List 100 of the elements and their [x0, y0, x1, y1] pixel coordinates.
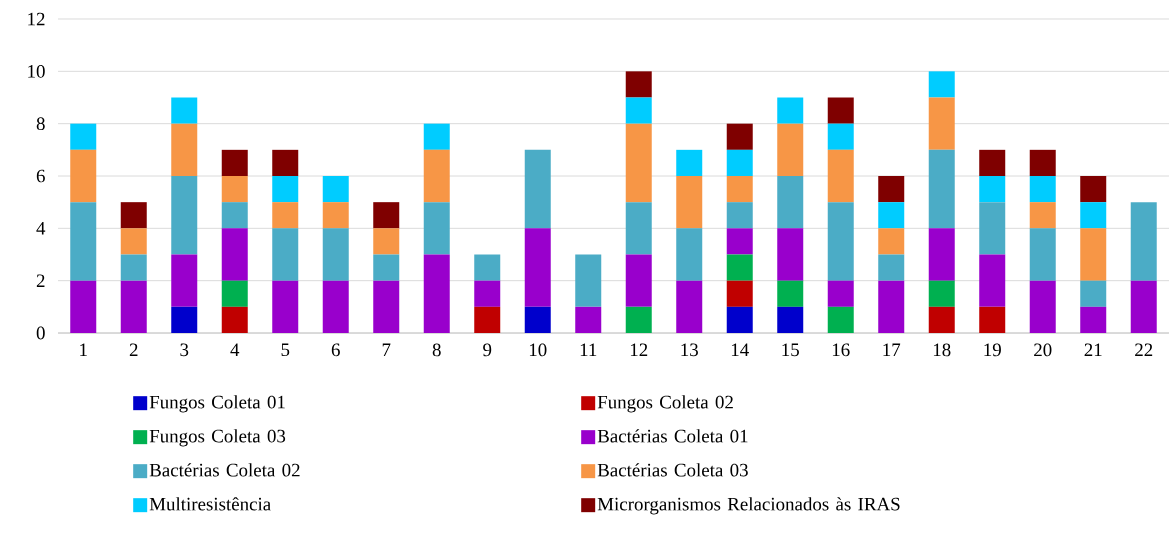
bar — [373, 228, 400, 255]
bar — [524, 228, 551, 307]
bar — [221, 228, 248, 281]
bar — [524, 149, 551, 229]
bar — [726, 123, 753, 150]
bar — [928, 280, 955, 307]
bar — [928, 71, 955, 98]
legend-label: Bactérias Coleta 03 — [597, 463, 748, 477]
bar — [777, 123, 804, 176]
bar — [777, 306, 804, 333]
bar — [322, 176, 349, 203]
bar — [827, 149, 854, 203]
x-tick-label: 4 — [230, 343, 240, 356]
bar — [1080, 228, 1107, 281]
bar — [1080, 306, 1107, 333]
bar — [777, 176, 804, 229]
bar — [272, 176, 299, 203]
bar — [171, 254, 198, 307]
bar — [625, 123, 652, 203]
bar — [221, 176, 248, 203]
bar — [221, 149, 248, 176]
bar — [70, 149, 97, 203]
bar — [1080, 202, 1107, 229]
bar — [979, 176, 1006, 203]
bar — [726, 306, 753, 333]
bar — [70, 123, 97, 150]
bar — [928, 306, 955, 333]
bar — [1029, 280, 1056, 333]
bar — [70, 202, 97, 281]
bar — [120, 254, 147, 281]
bar — [120, 280, 147, 333]
bar — [777, 228, 804, 281]
legend-label: Fungos Coleta 03 — [149, 429, 286, 447]
x-tick-label: 9 — [483, 343, 492, 357]
x-tick-label: 19 — [984, 343, 1001, 357]
bar — [625, 97, 652, 124]
bar — [878, 176, 905, 203]
bar — [928, 97, 955, 150]
bar — [272, 228, 299, 281]
bar — [928, 149, 955, 229]
y-tick-label: 12 — [28, 12, 45, 26]
bar — [575, 254, 602, 307]
bar — [272, 202, 299, 229]
x-tick-label: 7 — [382, 343, 391, 356]
bar — [575, 306, 602, 333]
bar — [726, 202, 753, 229]
bar — [70, 280, 97, 333]
legend-label: Bactérias Coleta 02 — [149, 463, 300, 477]
bar — [827, 280, 854, 307]
bar — [1029, 149, 1056, 176]
x-tick-label: 18 — [933, 343, 951, 357]
x-tick-label: 5 — [281, 343, 290, 357]
x-tick-label: 15 — [782, 343, 799, 357]
x-tick-label: 6 — [331, 343, 340, 357]
bar — [524, 306, 551, 333]
x-tick-label: 2 — [129, 343, 138, 357]
bar — [777, 97, 804, 124]
bar — [322, 202, 349, 229]
y-tick-label: 10 — [28, 64, 45, 78]
bar — [726, 176, 753, 203]
x-tick-label: 17 — [883, 343, 901, 357]
y-tick-label: 4 — [36, 222, 46, 235]
bar — [373, 280, 400, 333]
legend-label: Microrganismos Relacionados às IRAS — [597, 497, 900, 515]
legend-label: Multiresistência — [149, 497, 271, 511]
bar — [120, 202, 147, 229]
bar — [625, 306, 652, 333]
y-tick-label: 8 — [36, 117, 45, 131]
y-tick-label: 0 — [36, 326, 45, 340]
bar — [373, 254, 400, 281]
bar — [1080, 280, 1107, 307]
x-tick-label: 13 — [681, 343, 698, 357]
bar — [878, 228, 905, 255]
x-tick-label: 8 — [432, 343, 441, 357]
bar — [676, 280, 703, 333]
bar — [1029, 176, 1056, 203]
x-tick-label: 3 — [180, 343, 189, 357]
bar — [474, 306, 501, 333]
bar — [979, 306, 1006, 333]
bar — [979, 254, 1006, 307]
bar — [625, 254, 652, 307]
bar — [878, 280, 905, 333]
bar — [676, 176, 703, 229]
bar — [221, 280, 248, 307]
x-tick-label: 11 — [580, 343, 597, 357]
bar — [120, 228, 147, 255]
x-tick-label: 10 — [529, 343, 547, 357]
x-tick-label: 1 — [80, 343, 87, 357]
bar — [171, 176, 198, 255]
bar — [726, 254, 753, 281]
legend-label: Fungos Coleta 01 — [149, 395, 285, 413]
bar — [423, 202, 450, 255]
bar — [827, 202, 854, 281]
x-tick-label: 21 — [1084, 343, 1102, 357]
bar — [1029, 202, 1056, 229]
bar — [272, 149, 299, 176]
bar — [373, 202, 400, 229]
bar — [423, 123, 450, 150]
bar — [878, 202, 905, 229]
bar — [676, 228, 703, 281]
